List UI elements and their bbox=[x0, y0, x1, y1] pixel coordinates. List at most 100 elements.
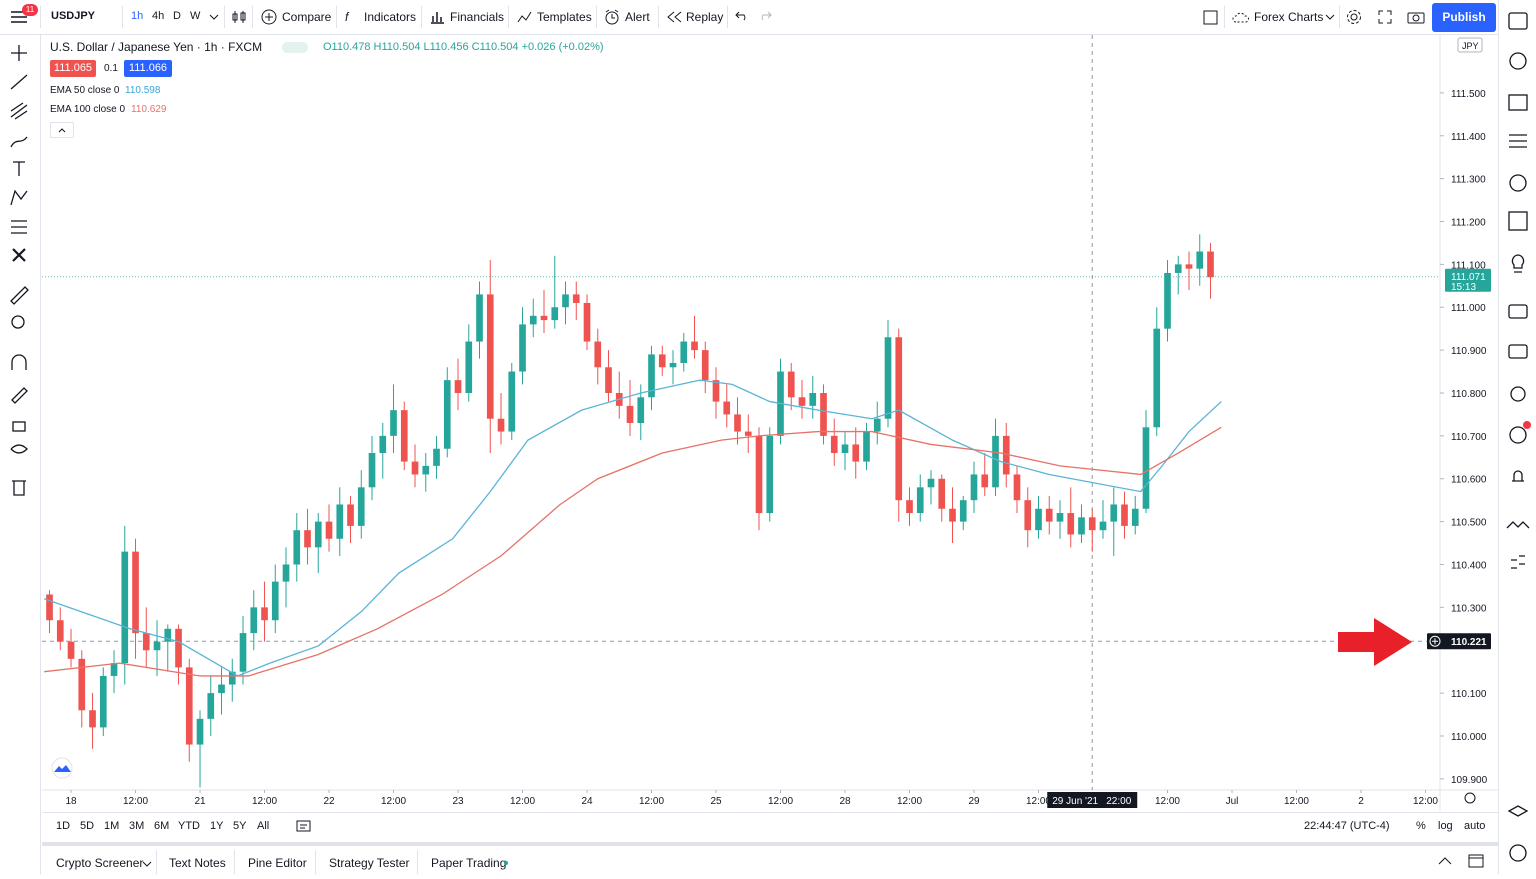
alert-icon[interactable] bbox=[604, 9, 620, 25]
ideas-icon[interactable] bbox=[1511, 254, 1525, 273]
collapse-panel-icon[interactable] bbox=[1438, 856, 1452, 866]
candle-body bbox=[142, 633, 150, 651]
x-tick-label: 2 bbox=[1358, 796, 1364, 807]
remove-tool[interactable] bbox=[12, 248, 26, 262]
lock-tool[interactable] bbox=[12, 421, 26, 432]
compare-icon[interactable] bbox=[261, 9, 277, 25]
candle bbox=[1088, 508, 1096, 552]
dropdown-icon[interactable] bbox=[142, 860, 152, 868]
stay-drawing-tool[interactable] bbox=[11, 387, 28, 404]
data-window-icon[interactable] bbox=[1509, 134, 1527, 148]
log-toggle[interactable]: log bbox=[1438, 820, 1453, 832]
indicators-button[interactable]: Indicators bbox=[364, 10, 417, 24]
alert-button[interactable]: Alert bbox=[625, 10, 650, 24]
brush-tool[interactable] bbox=[10, 136, 28, 148]
layout-name[interactable]: Forex Charts bbox=[1254, 10, 1324, 24]
collapse-legend-button[interactable] bbox=[50, 122, 74, 138]
range-button[interactable]: 1Y bbox=[210, 820, 224, 832]
undo-icon[interactable] bbox=[735, 11, 749, 21]
indicator-name[interactable]: EMA 100 close 0 bbox=[50, 104, 126, 115]
range-button[interactable]: 3M bbox=[129, 820, 145, 832]
help-icon[interactable] bbox=[1509, 844, 1527, 862]
delete-tool[interactable] bbox=[12, 480, 26, 496]
replay-button[interactable]: Replay bbox=[686, 10, 724, 24]
candle-body bbox=[691, 341, 698, 351]
range-button[interactable]: YTD bbox=[178, 820, 200, 832]
tab[interactable]: Paper Trading bbox=[431, 856, 507, 870]
percent-toggle[interactable]: % bbox=[1416, 820, 1426, 832]
prediction-tool[interactable] bbox=[11, 220, 27, 234]
zoom-tool[interactable] bbox=[11, 315, 25, 329]
dropdown-icon[interactable] bbox=[1325, 13, 1335, 21]
chats-icon[interactable] bbox=[1508, 304, 1528, 319]
add-alert-button[interactable] bbox=[1429, 635, 1441, 647]
financials-button[interactable]: Financials bbox=[450, 10, 505, 24]
notifications-icon[interactable] bbox=[1512, 470, 1524, 482]
alerts-icon[interactable] bbox=[1509, 52, 1527, 70]
crosshair-tool[interactable] bbox=[11, 45, 27, 61]
candle bbox=[336, 487, 344, 556]
watchlist-icon[interactable] bbox=[1508, 12, 1528, 30]
ohlc-values: O110.478 H110.504 L110.456 C110.504 +0.0… bbox=[323, 41, 604, 53]
fullscreen-icon[interactable] bbox=[1378, 10, 1392, 24]
settings-icon[interactable] bbox=[1346, 9, 1362, 25]
range-button[interactable]: All bbox=[257, 820, 270, 832]
dom-icon[interactable] bbox=[1511, 555, 1525, 569]
chart-type-icon[interactable] bbox=[231, 9, 247, 25]
pattern-tool[interactable] bbox=[10, 189, 28, 206]
range-button[interactable]: 1D bbox=[56, 820, 71, 832]
tab[interactable]: Crypto Screener bbox=[56, 856, 144, 870]
auto-toggle[interactable]: auto bbox=[1464, 820, 1486, 832]
candle bbox=[723, 384, 731, 428]
interval[interactable]: W bbox=[190, 10, 201, 22]
magnet-tool[interactable] bbox=[11, 354, 27, 370]
tab[interactable]: Pine Editor bbox=[248, 856, 307, 870]
live-icon[interactable] bbox=[1509, 426, 1527, 444]
candle-body bbox=[207, 693, 215, 719]
dropdown-icon[interactable] bbox=[209, 13, 219, 21]
goto-date-icon[interactable] bbox=[296, 819, 312, 833]
cloud-icon[interactable] bbox=[1232, 11, 1250, 23]
interval[interactable]: 4h bbox=[152, 10, 165, 22]
buy-price[interactable]: 111.066 bbox=[124, 60, 172, 77]
replay-icon[interactable] bbox=[667, 11, 682, 23]
snapshot-icon[interactable] bbox=[1407, 10, 1425, 24]
indicator-name[interactable]: EMA 50 close 0 bbox=[50, 85, 120, 96]
fib-tool[interactable] bbox=[10, 102, 28, 120]
range-button[interactable]: 5Y bbox=[233, 820, 247, 832]
tab[interactable]: Text Notes bbox=[169, 856, 226, 870]
interval[interactable]: D bbox=[173, 10, 181, 22]
financials-icon[interactable] bbox=[430, 10, 445, 24]
symbol[interactable]: USDJPY bbox=[51, 10, 96, 22]
range-button[interactable]: 6M bbox=[154, 820, 170, 832]
maximize-panel-icon[interactable] bbox=[1468, 854, 1484, 868]
time-axis-settings[interactable] bbox=[1464, 792, 1476, 804]
sell-price[interactable]: 111.065 bbox=[50, 60, 96, 77]
measure-tool[interactable] bbox=[10, 286, 29, 305]
calendar-icon[interactable] bbox=[1508, 211, 1528, 231]
templates-icon[interactable] bbox=[517, 10, 532, 24]
range-button[interactable]: 1M bbox=[104, 820, 120, 832]
y-tick-label: 110.300 bbox=[1451, 603, 1487, 614]
range-button[interactable]: 5D bbox=[80, 820, 95, 832]
templates-button[interactable]: Templates bbox=[537, 10, 592, 24]
text-tool[interactable] bbox=[13, 161, 25, 176]
trading-panel-icon[interactable] bbox=[1506, 521, 1530, 529]
hide-tool[interactable] bbox=[10, 444, 28, 454]
redo-icon[interactable] bbox=[758, 11, 772, 21]
logo bbox=[51, 757, 73, 779]
chart[interactable]: 111.500111.400111.300111.200111.100111.0… bbox=[42, 35, 1498, 811]
interval[interactable]: 1h bbox=[131, 10, 144, 22]
tab[interactable]: Strategy Tester bbox=[329, 856, 410, 870]
news-icon[interactable] bbox=[1508, 94, 1528, 111]
streams-icon[interactable] bbox=[1510, 386, 1526, 402]
clock[interactable]: 22:44:47 (UTC-4) bbox=[1304, 820, 1390, 832]
indicators-icon[interactable]: f bbox=[345, 10, 349, 24]
publish-button[interactable]: Publish bbox=[1432, 3, 1496, 32]
hotlists-icon[interactable] bbox=[1509, 174, 1527, 192]
trend-line-tool[interactable] bbox=[10, 74, 28, 90]
compare-button[interactable]: Compare bbox=[282, 10, 332, 24]
fullscreen-layout-icon[interactable] bbox=[1203, 10, 1218, 25]
object-tree-icon[interactable] bbox=[1507, 805, 1529, 817]
public-chats-icon[interactable] bbox=[1508, 344, 1528, 359]
